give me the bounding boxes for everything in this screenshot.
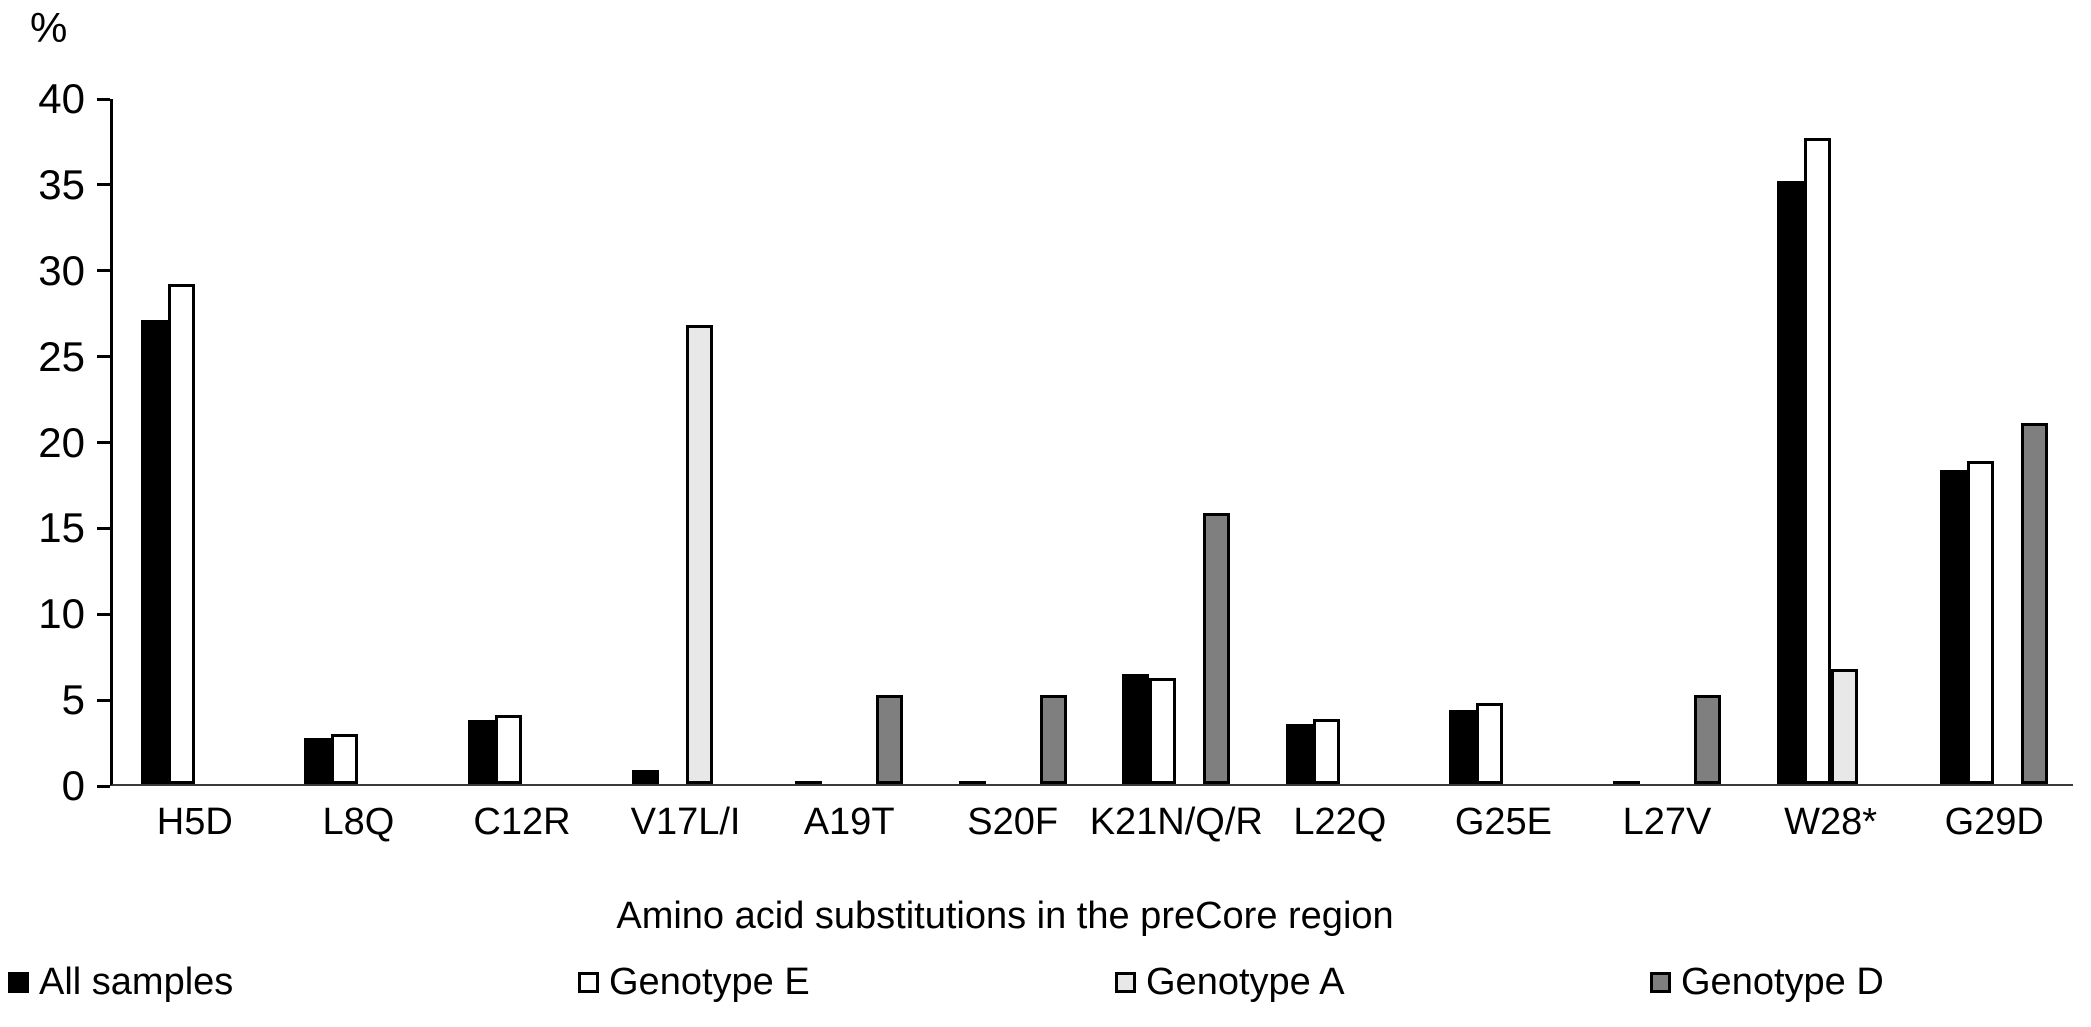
bar-C12R-all-samples xyxy=(467,720,495,784)
bar-C12R-genotype-e xyxy=(494,715,522,784)
y-tick-mark xyxy=(97,355,110,359)
bar-K21N/Q/R-all-samples xyxy=(1122,674,1150,784)
legend-swatch xyxy=(1650,971,1671,993)
plot-area: 0 5 10 15 20 25 30 35 40 H5D L8Q C12R V17L/I A19T S20F… xyxy=(38,75,2073,843)
bar-S20F-all-samples xyxy=(958,781,986,784)
bar-L8Q-all-samples xyxy=(304,737,332,784)
legend-label: Genotype A xyxy=(1146,961,1345,1003)
y-tick-label: 10 xyxy=(38,590,85,638)
x-category-label: S20F xyxy=(967,801,1059,843)
legend-swatch xyxy=(8,971,29,993)
y-axis-unit-label: % xyxy=(30,4,68,51)
y-tick-label: 30 xyxy=(38,246,85,294)
y-tick-mark xyxy=(97,526,110,530)
y-tick-mark xyxy=(97,784,110,788)
legend-swatch xyxy=(578,971,599,993)
y-tick-mark xyxy=(97,183,110,187)
bar-K21N/Q/R-genotype-e xyxy=(1149,677,1177,784)
y-tick-mark xyxy=(97,698,110,702)
x-axis-title: Amino acid substitutions in the preCore … xyxy=(616,895,1394,937)
legend-item-all-samples: All samples xyxy=(8,958,233,1006)
x-category-label: V17L/I xyxy=(630,801,741,843)
legend-swatch xyxy=(1115,971,1136,993)
legend-label: Genotype E xyxy=(609,961,810,1003)
legend-item-genotype-a: Genotype A xyxy=(1115,958,1345,1006)
bar-H5D-genotype-e xyxy=(167,284,195,784)
x-category-label: L8Q xyxy=(322,801,395,843)
y-tick-label: 15 xyxy=(38,504,85,552)
bar-A19T-genotype-d xyxy=(876,694,904,784)
bar-G25E-all-samples xyxy=(1449,710,1477,784)
bar-L22Q-all-samples xyxy=(1285,723,1313,784)
y-tick-mark xyxy=(97,441,110,444)
x-category-label: G29D xyxy=(1944,801,2044,843)
y-tick-mark xyxy=(97,612,110,616)
x-category-label: G25E xyxy=(1454,801,1553,843)
y-tick-mark xyxy=(97,269,110,273)
bar-G29D-genotype-d xyxy=(2021,423,2049,784)
x-category-label: H5D xyxy=(156,801,233,843)
x-category-label: C12R xyxy=(473,801,571,843)
legend-label: Genotype D xyxy=(1681,961,1884,1003)
bar-G29D-genotype-e xyxy=(1967,461,1995,784)
x-category-label: K21N/Q/R xyxy=(1089,801,1263,843)
bar-L22Q-genotype-e xyxy=(1312,718,1340,784)
legend-item-genotype-d: Genotype D xyxy=(1650,958,1884,1006)
bar-G25E-genotype-e xyxy=(1476,703,1504,784)
bar-G29D-all-samples xyxy=(1940,469,1968,784)
x-category-label: A19T xyxy=(803,801,895,843)
legend-item-genotype-e: Genotype E xyxy=(578,958,810,1006)
bar-A19T-all-samples xyxy=(795,781,823,784)
bar-W28*-genotype-e xyxy=(1803,138,1831,784)
y-tick-label: 40 xyxy=(38,75,85,122)
x-category-label: L27V xyxy=(1622,801,1712,843)
bar-K21N/Q/R-genotype-d xyxy=(1203,512,1231,784)
x-category-label: L22Q xyxy=(1293,801,1387,843)
bar-L27V-all-samples xyxy=(1613,781,1641,784)
bar-H5D-all-samples xyxy=(140,320,168,784)
bar-V17L/I-all-samples xyxy=(631,770,659,784)
x-category-label: W28* xyxy=(1784,801,1878,843)
y-tick-mark xyxy=(97,97,110,101)
y-tick-label: 20 xyxy=(38,418,85,466)
bar-V17L/I-genotype-a xyxy=(685,325,713,784)
legend-label: All samples xyxy=(39,961,234,1003)
y-tick-label: 35 xyxy=(38,160,85,208)
bar-W28*-genotype-a xyxy=(1830,668,1858,784)
bar-W28*-all-samples xyxy=(1776,181,1804,784)
y-tick-label: 25 xyxy=(38,332,85,380)
y-tick-label: 5 xyxy=(61,676,85,724)
y-tick-label: 0 xyxy=(61,762,85,809)
legend: All samples Genotype E Genotype A Genotype … xyxy=(0,958,2091,1006)
bar-L27V-genotype-d xyxy=(1694,694,1722,784)
bar-L8Q-genotype-e xyxy=(331,734,359,784)
bar-S20F-genotype-d xyxy=(1039,694,1067,784)
